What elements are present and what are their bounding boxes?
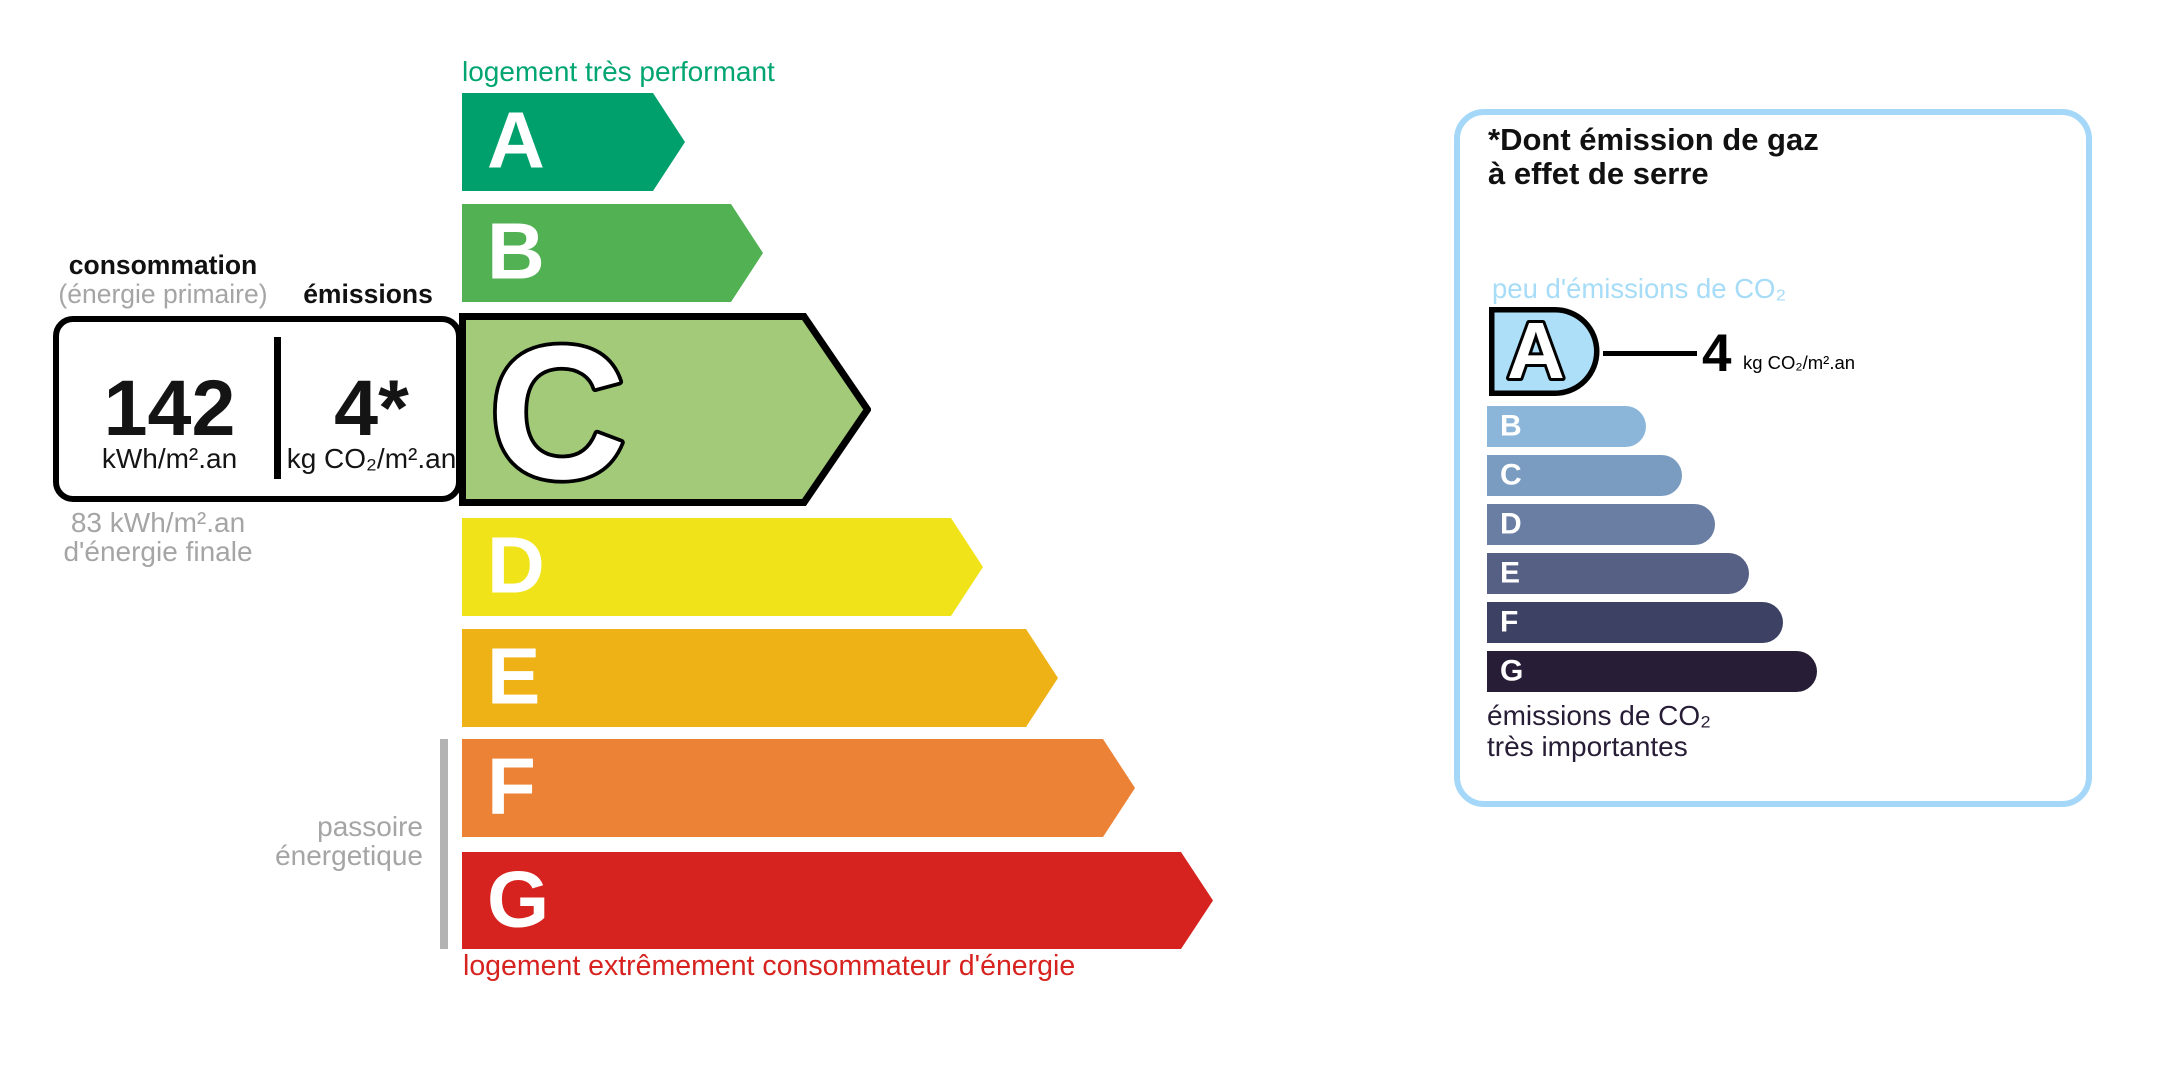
emissions-value: 4*	[334, 363, 409, 452]
bottom-consumer-label: logement extrêmement consommateur d'éner…	[463, 950, 1076, 982]
consumption-label: consommation	[68, 250, 258, 280]
consumption-value: 142	[103, 363, 236, 452]
co2-bar-e-letter: E	[1500, 555, 1521, 589]
primary-energy-label: (énergie primaire)	[58, 279, 268, 309]
final-energy-line2: d'énergie finale	[63, 536, 253, 567]
co2-badge-a-letter: A	[1507, 307, 1565, 395]
co2-value-unit: kg CO₂/m².an	[1743, 352, 1856, 373]
final-energy-line1: 83 kWh/m².an	[70, 507, 246, 538]
energy-bar-c-current: C	[459, 313, 871, 506]
co2-high-label: émissions de CO₂ très importantes	[1487, 700, 1712, 762]
energy-bar-b-letter: B	[487, 206, 545, 296]
co2-low-label: peu d'émissions de CO₂	[1492, 273, 1787, 304]
co2-high-label-line2: très importantes	[1487, 730, 1688, 762]
co2-badge-a-shape	[1489, 307, 1600, 396]
co2-bar-g: G	[1487, 651, 1817, 692]
energy-bar-g: G	[462, 852, 1213, 949]
co2-panel-title-line1: *Dont émission de gaz	[1488, 122, 1819, 157]
co2-bar-f: F	[1487, 602, 1783, 643]
co2-high-label-line1: émissions de CO₂	[1487, 700, 1712, 731]
energy-sieve-label: passoire énergetique	[220, 812, 423, 870]
energy-bar-f: F	[462, 739, 1135, 837]
co2-panel-title: *Dont émission de gaz à effet de serre	[1488, 123, 1819, 191]
energy-bar-e-letter: E	[487, 631, 541, 721]
box-divider	[274, 337, 281, 479]
co2-value: 4	[1702, 324, 1732, 383]
energy-sieve-line2: énergetique	[275, 840, 423, 871]
co2-bar-c-letter: C	[1500, 457, 1522, 491]
energy-bar-a-letter: A	[487, 95, 545, 185]
energy-bar-d-letter: D	[487, 520, 545, 610]
energy-bar-c-letter: C	[489, 313, 626, 506]
energy-sieve-line1: passoire	[317, 811, 423, 842]
energy-bar-b: B	[462, 204, 763, 302]
top-performance-label: logement très performant	[462, 56, 775, 87]
co2-badge-a: A	[1489, 307, 1600, 396]
co2-bar-d: D	[1487, 504, 1715, 545]
co2-value-connector-line	[1603, 351, 1697, 356]
co2-bar-g-letter: G	[1500, 653, 1524, 687]
consumption-unit: kWh/m².an	[101, 443, 238, 474]
final-energy-note: 83 kWh/m².an d'énergie finale	[48, 508, 268, 566]
consumption-box: 142 kWh/m².an 4* kg CO₂/m².an	[53, 316, 462, 502]
energy-bar-f-letter: F	[487, 741, 536, 831]
energy-bar-c-shape	[459, 313, 871, 506]
co2-bar-b: B	[1487, 406, 1646, 447]
energy-bar-g-letter: G	[487, 853, 550, 943]
emissions-unit: kg CO₂/m².an	[286, 443, 457, 474]
energy-bar-a: A	[462, 93, 685, 191]
co2-bar-b-letter: B	[1500, 408, 1522, 442]
co2-panel: *Dont émission de gaz à effet de serre p…	[1454, 109, 2092, 807]
energy-sieve-bracket	[440, 739, 448, 949]
co2-panel-title-line2: à effet de serre	[1488, 156, 1709, 191]
energy-bar-e: E	[462, 629, 1058, 727]
co2-bar-e: E	[1487, 553, 1749, 594]
energy-bar-d: D	[462, 518, 983, 616]
co2-bar-d-letter: D	[1500, 506, 1522, 540]
co2-bar-f-letter: F	[1500, 604, 1519, 638]
co2-bar-c: C	[1487, 455, 1682, 496]
emissions-label: émissions	[303, 279, 433, 309]
